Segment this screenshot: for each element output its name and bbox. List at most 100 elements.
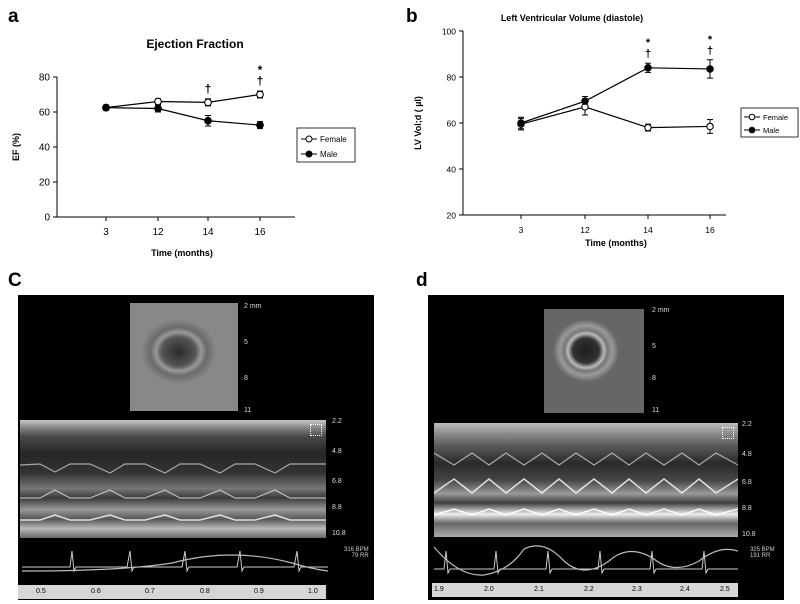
y-tick-label: 100: [442, 27, 456, 37]
data-point-male: [154, 104, 162, 113]
panel-label-c: C: [8, 270, 22, 291]
legend-female-marker: [305, 135, 313, 143]
depth-scale-top: 2 mm 5 8 11: [652, 307, 682, 417]
depth-tick: 8: [652, 375, 656, 382]
m-mode-wall-lines: [434, 452, 738, 516]
x-axis-label: Time (months): [585, 238, 647, 248]
legend: Female Male: [296, 127, 356, 163]
x-tick-label: 3: [103, 227, 109, 238]
y-tick-label: 40: [447, 165, 457, 175]
panel-label-a: a: [8, 6, 19, 27]
legend: Female Male: [740, 107, 799, 138]
depth-tick: 8.8: [742, 505, 752, 512]
y-tick-label: 20: [39, 178, 51, 189]
time-tick: 2.1: [534, 586, 544, 593]
ejection-fraction-chart: Ejection Fraction EF (%) Time (months) 0…: [11, 37, 356, 258]
ecg-trace: [434, 545, 738, 576]
legend-male-marker: [748, 126, 756, 134]
legend-female-label: Female: [763, 113, 788, 122]
y-tick-label: 80: [447, 73, 457, 83]
x-tick-label: 16: [254, 227, 266, 238]
significance-marker: †: [205, 82, 212, 96]
time-tick: 1.0: [308, 588, 318, 595]
depth-scale-mmode: 2.2 4.8 6.8 8.8 10.8: [742, 421, 772, 541]
depth-tick: 2.2: [742, 421, 752, 428]
chart-title: Ejection Fraction: [146, 37, 243, 51]
heart-rate-readout: 325 BPM 191 RR: [750, 547, 775, 559]
x-tick-label: 12: [580, 225, 590, 235]
bpm-text: 325 BPM: [750, 547, 775, 553]
depth-tick: 6.8: [742, 479, 752, 486]
depth-tick: 11: [244, 407, 252, 414]
time-tick: 1.9: [434, 586, 444, 593]
depth-tick: 2.2: [332, 418, 342, 425]
heart-rate-readout: 316 BPM 79 RR: [344, 547, 369, 559]
m-mode-trace: [20, 420, 326, 538]
depth-tick: 11: [652, 407, 660, 414]
depth-tick: 8: [244, 375, 248, 382]
time-axis: 1.9 2.0 2.1 2.2 2.3 2.4 2.5: [432, 583, 738, 597]
panel-label-b: b: [406, 6, 418, 27]
time-tick: 0.9: [254, 588, 264, 595]
y-tick-label: 80: [39, 73, 51, 84]
depth-tick: 5: [244, 339, 248, 346]
depth-tick: 2 mm: [244, 303, 262, 310]
x-tick-label: 12: [152, 227, 164, 238]
y-tick-label: 0: [44, 213, 50, 224]
significance-marker: †: [645, 48, 651, 60]
depth-tick: 8.8: [332, 504, 342, 511]
x-tick-label: 3: [519, 225, 524, 235]
time-tick: 2.2: [584, 586, 594, 593]
data-point-female: [256, 90, 264, 99]
echo-panel-d: 2 mm 5 8 11 2.2 4.8 6.8 8.8 10.8 325 BPM…: [428, 295, 784, 600]
legend-male-label: Male: [320, 150, 338, 159]
significance-marker: *: [646, 37, 651, 49]
depth-scale-mmode: 2.2 4.8 6.8 8.8 10.8: [332, 418, 362, 543]
m-mode-settings-icon[interactable]: [722, 427, 734, 439]
depth-tick: 4.8: [332, 448, 342, 455]
legend-female-label: Female: [320, 135, 347, 144]
ecg-trace: [22, 550, 328, 573]
rr-text: 191 RR: [750, 553, 771, 559]
m-mode-trace: [434, 423, 738, 537]
legend-male-marker: [305, 150, 313, 158]
time-tick: 0.6: [91, 588, 101, 595]
data-point-male: [517, 119, 525, 127]
legend-male-label: Male: [763, 126, 779, 135]
significance-marker: *: [708, 34, 713, 46]
depth-tick: 4.8: [742, 451, 752, 458]
lv-volume-chart: Left Ventricular Volume (diastole) LV Vo…: [413, 13, 799, 248]
y-tick-label: 40: [39, 143, 51, 154]
depth-tick: 5: [652, 343, 656, 350]
time-tick: 2.0: [484, 586, 494, 593]
echo-panel-c: 2 mm 5 8 11 2.2 4.8 6.8 8.8 10.8 316 BPM…: [18, 295, 374, 600]
time-tick: 2.3: [632, 586, 642, 593]
time-tick: 0.8: [200, 588, 210, 595]
depth-scale-top: 2 mm 5 8 11: [244, 303, 274, 414]
data-point-male: [102, 103, 110, 112]
time-tick: 0.5: [36, 588, 46, 595]
short-axis-image: [130, 303, 238, 411]
m-mode-settings-icon[interactable]: [310, 424, 322, 436]
data-point-female: [204, 98, 212, 107]
m-mode-wall-lines: [20, 463, 326, 521]
data-point-female: [644, 123, 652, 132]
time-tick: 2.4: [680, 586, 690, 593]
legend-female-marker: [748, 113, 756, 121]
time-axis: 0.5 0.6 0.7 0.8 0.9 1.0: [18, 585, 326, 599]
data-point-male: [644, 64, 652, 72]
significance-marker: †: [257, 74, 264, 88]
y-axis-label: EF (%): [11, 133, 21, 161]
series-line-male: [105, 107, 261, 126]
y-axis-label: LV Vol;d ( µl): [413, 96, 423, 150]
panel-label-d: d: [416, 270, 428, 291]
data-point-male: [256, 121, 264, 129]
chart-title: Left Ventricular Volume (diastole): [501, 13, 643, 23]
significance-marker: †: [707, 45, 713, 57]
depth-tick: 10.8: [332, 530, 346, 537]
series-line-male: [520, 67, 711, 124]
y-tick-label: 60: [447, 119, 457, 129]
data-point-male: [706, 65, 714, 73]
time-tick: 0.7: [145, 588, 155, 595]
data-point-female: [706, 122, 714, 131]
